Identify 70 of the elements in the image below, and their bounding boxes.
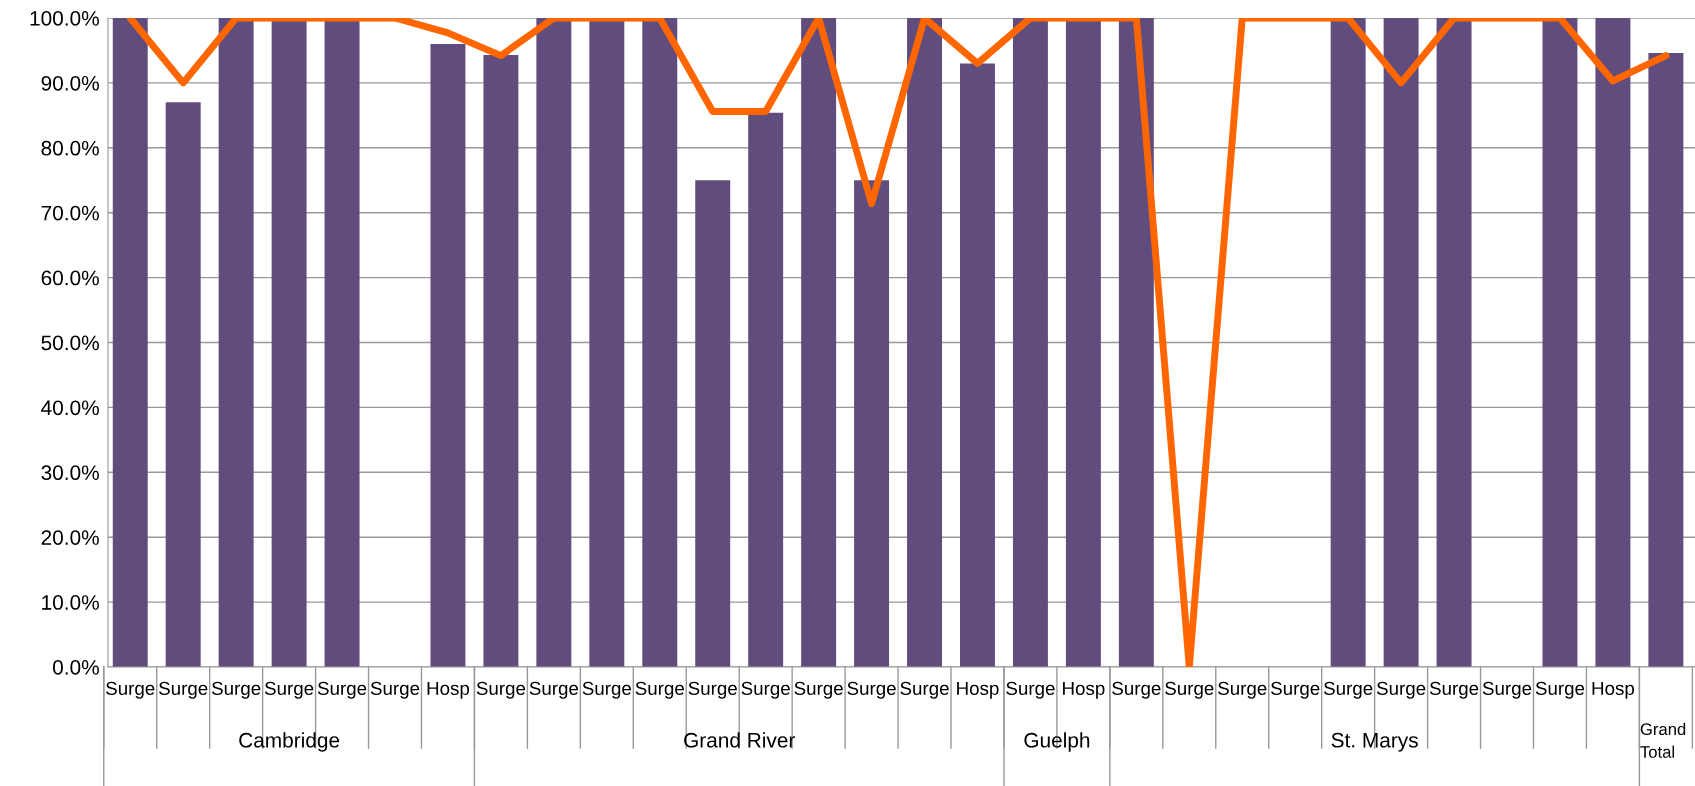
x-tick-label: Surge	[635, 681, 684, 699]
bar	[854, 180, 890, 667]
x-tick-label: Surge	[211, 681, 261, 699]
y-tick-label: 70.0%	[41, 205, 99, 221]
bar	[1595, 18, 1631, 667]
bar	[801, 18, 837, 667]
x-tick-label: Surge	[1482, 681, 1532, 699]
x-tick-label: Surge	[476, 681, 526, 699]
y-tick-label: 0.0%	[53, 660, 99, 675]
y-tick-label: 50.0%	[41, 335, 99, 351]
bar	[1542, 18, 1578, 667]
bar	[1065, 18, 1101, 667]
x-tick-label: Surge	[741, 681, 790, 699]
x-tick-label: Surge	[1218, 681, 1267, 699]
x-tick-label: Surge	[529, 681, 579, 699]
y-tick-label: 10.0%	[42, 595, 99, 610]
bar	[271, 18, 307, 667]
bar	[430, 43, 466, 667]
y-tick-label: 60.0%	[41, 270, 99, 286]
x-tick-label: Surge	[688, 681, 737, 699]
x-tick-label: Surge	[1376, 681, 1426, 699]
bar	[1012, 18, 1048, 667]
bar	[1118, 18, 1154, 667]
x-tick-label: Hosp	[957, 681, 999, 699]
bar	[748, 112, 784, 667]
x-tick-label: Surge	[106, 681, 155, 699]
x-tick-label: Surge	[1271, 681, 1320, 699]
text: Cambridge	[239, 732, 340, 752]
bar	[1648, 53, 1684, 667]
y-tick-label: 20.0%	[41, 530, 99, 545]
bar	[1330, 18, 1366, 667]
bar	[112, 18, 148, 667]
y-tick-label: 30.0%	[41, 465, 99, 481]
bar	[536, 18, 572, 667]
x-tick-label: Surge	[1535, 681, 1585, 699]
x-tick-label: Surge	[370, 681, 420, 699]
x-tick-label: Surge	[317, 681, 367, 699]
bar	[960, 63, 995, 667]
y-tick-label: 100.0%	[30, 11, 99, 26]
x-tick-label: Surge	[1165, 681, 1214, 699]
x-tick-label: Surge	[900, 681, 949, 699]
x-tick-label: Surge	[847, 681, 896, 699]
bar	[483, 54, 519, 667]
x-tick-label: Surge	[1006, 681, 1055, 699]
x-tick-label: Surge	[582, 681, 631, 699]
x-tick-label: Surge	[264, 681, 314, 699]
bar	[642, 18, 678, 667]
x-tick-label: Surge	[1429, 681, 1479, 699]
x-tick-label: Surge	[1324, 681, 1373, 699]
text: Guelph	[1024, 732, 1090, 752]
y-tick-label: 80.0%	[41, 140, 99, 156]
bar	[695, 180, 731, 667]
x-tick-label: Surge	[1112, 681, 1161, 699]
text: Grand River	[684, 732, 796, 748]
x-tick-label: Hosp	[1063, 681, 1105, 699]
bar	[1436, 18, 1472, 667]
bar	[1383, 18, 1419, 667]
text: Grand Total	[1640, 722, 1686, 758]
x-tick-label: Surge	[159, 681, 208, 699]
x-tick-label: Surge	[794, 681, 843, 699]
x-tick-label: Hosp	[1592, 681, 1635, 699]
bar	[165, 102, 201, 667]
bar	[907, 18, 943, 667]
y-tick-label: 40.0%	[41, 400, 99, 416]
bar	[589, 18, 625, 667]
bar	[324, 18, 360, 667]
text: St. Marys	[1331, 732, 1418, 752]
x-tick-label: Hosp	[427, 681, 470, 699]
bar	[218, 18, 254, 667]
y-tick-label: 90.0%	[41, 75, 99, 91]
